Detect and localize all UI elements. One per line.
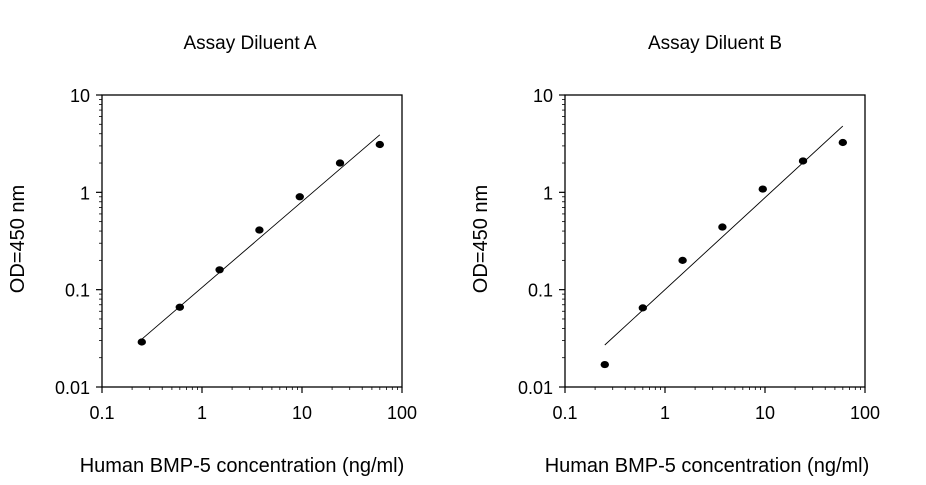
y-axis-label: OD=450 nm xyxy=(7,185,29,293)
y-tick-label: 1 xyxy=(80,183,90,203)
y-tick-label: 0.1 xyxy=(65,281,90,301)
x-tick-label: 0.1 xyxy=(552,403,577,423)
data-point xyxy=(295,193,304,201)
plot-frame xyxy=(101,94,403,388)
plot-frame xyxy=(564,94,866,388)
data-point xyxy=(758,185,767,193)
y-tick-label: 0.01 xyxy=(55,378,90,398)
y-tick-label: 10 xyxy=(533,86,553,106)
y-tick-label: 1 xyxy=(543,183,553,203)
x-tick-label: 10 xyxy=(755,403,775,423)
data-point xyxy=(375,140,385,149)
x-tick-label: 100 xyxy=(387,403,417,423)
data-point xyxy=(798,157,808,165)
data-point xyxy=(137,338,146,346)
x-axis-label: Human BMP-5 concentration (ng/ml) xyxy=(545,455,870,477)
data-point xyxy=(638,304,648,312)
data-point xyxy=(175,303,185,311)
x-tick-label: 1 xyxy=(197,403,207,423)
chart-panel-1: Assay Diluent A 0.1 1 10 100 0.01 0.1 1 10 Human … xyxy=(7,33,417,477)
data-point xyxy=(678,256,687,264)
x-axis-label: Human BMP-5 concentration (ng/ml) xyxy=(80,455,405,477)
data-point xyxy=(718,223,727,231)
chart-panel-2: Assay Diluent B 0.1 1 10 100 0.01 0.1 1 10 Human … xyxy=(470,33,880,477)
x-tick-label: 10 xyxy=(292,403,312,423)
data-point xyxy=(215,266,224,274)
x-tick-label: 100 xyxy=(850,403,880,423)
y-tick-label: 10 xyxy=(70,86,90,106)
y-tick-label: 0.01 xyxy=(518,378,553,398)
x-tick-label: 1 xyxy=(660,403,670,423)
data-point xyxy=(335,159,345,167)
data-point xyxy=(600,360,609,369)
chart-title: Assay Diluent B xyxy=(648,33,782,54)
y-axis-label: OD=450 nm xyxy=(470,185,492,293)
fit-line xyxy=(604,125,844,346)
x-tick-label: 0.1 xyxy=(89,403,114,423)
chart-title: Assay Diluent A xyxy=(183,33,316,54)
data-point xyxy=(838,138,848,147)
y-tick-label: 0.1 xyxy=(528,281,553,301)
data-point xyxy=(255,226,264,234)
